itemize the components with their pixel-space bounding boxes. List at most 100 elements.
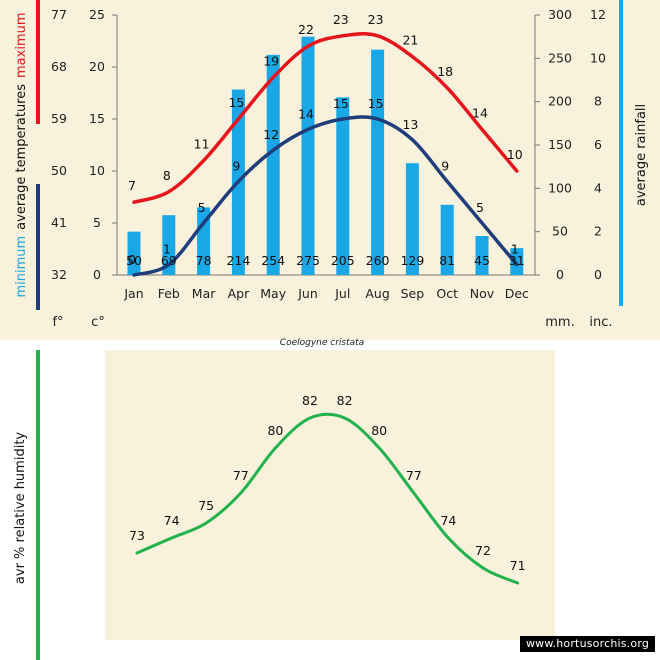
month-label: Nov (470, 286, 495, 301)
month-label: Jan (123, 286, 143, 301)
f-tick-label: 50 (51, 163, 67, 178)
month-label: Apr (228, 286, 250, 301)
max-temp-label: 23 (333, 12, 349, 27)
c-tick-label: 0 (93, 267, 101, 282)
humidity-value-label: 80 (267, 423, 283, 438)
month-label: May (260, 286, 286, 301)
c-tick-label: 25 (89, 7, 105, 22)
c-tick-label: 5 (93, 215, 101, 230)
min-temp-label: 15 (368, 96, 384, 111)
humidity-series-line (135, 412, 520, 585)
month-label: Feb (158, 286, 180, 301)
min-temp-label: 1 (511, 242, 519, 257)
temperature-rainfall-panel (0, 0, 660, 340)
humidity-value-label: 74 (440, 513, 456, 528)
min-temp-label: 5 (476, 200, 484, 215)
rainfall-value-label: 31 (509, 253, 525, 268)
rainfall-value-label: 129 (400, 253, 424, 268)
y-axis-title-right: average rainfall (634, 104, 649, 206)
unit-in-label: inc. (589, 315, 612, 330)
f-tick-label: 77 (51, 7, 67, 22)
humidity-value-label: 82 (337, 393, 353, 408)
rainfall-axis-bar (619, 0, 623, 306)
humidity-panel (105, 350, 555, 640)
max-temp-label: 11 (194, 137, 210, 152)
in-tick-label: 12 (590, 7, 606, 22)
max-temp-label: 23 (368, 12, 384, 27)
humidity-value-label: 77 (406, 468, 422, 483)
month-label: Aug (365, 286, 389, 301)
mm-tick-label: 50 (552, 224, 568, 239)
mm-tick-label: 100 (548, 180, 572, 195)
rainfall-value-label: 254 (261, 253, 285, 268)
rainfall-value-label: 260 (366, 253, 390, 268)
humidity-value-label: 80 (371, 423, 387, 438)
rainfall-value-label: 275 (296, 253, 320, 268)
y-axis-title-left: minimum average temperatures maximum (14, 12, 29, 297)
rainfall-bar (301, 36, 315, 275)
min-temp-label: 1 (163, 242, 171, 257)
inch-ticks: 0 2 4 6 8 10 12 (590, 7, 606, 282)
in-tick-label: 0 (594, 267, 602, 282)
max-temp-label: 18 (437, 64, 453, 79)
max-temp-label: 14 (472, 105, 488, 120)
min-temp-label: 9 (441, 158, 449, 173)
celsius-ticks: 0 5 10 15 20 25 (89, 7, 117, 282)
min-temp-label: 12 (263, 127, 279, 142)
millimeter-ticks: 0 50 100 150 200 250 300 (535, 7, 572, 282)
in-tick-label: 6 (594, 137, 602, 152)
f-tick-label: 68 (51, 59, 67, 74)
mm-tick-label: 250 (548, 50, 572, 65)
min-temp-label: 5 (198, 200, 206, 215)
min-temp-label: 13 (402, 117, 418, 132)
humidity-value-label: 77 (233, 468, 249, 483)
in-tick-label: 8 (594, 94, 602, 109)
mm-tick-label: 300 (548, 7, 572, 22)
min-temp-label: 14 (298, 106, 314, 121)
unit-mm-label: mm. (545, 315, 574, 330)
unit-c-label: c° (91, 315, 105, 330)
month-label: Mar (192, 286, 216, 301)
rainfall-bar (510, 248, 524, 275)
humidity-axis-bar (36, 350, 40, 660)
rainfall-bar (475, 236, 489, 275)
mm-tick-label: 200 (548, 94, 572, 109)
max-temp-label: 7 (128, 178, 136, 193)
month-label: Jun (297, 286, 318, 301)
max-temp-label: 21 (402, 33, 418, 48)
in-tick-label: 4 (594, 180, 602, 195)
in-tick-label: 2 (594, 224, 602, 239)
rainfall-value-label: 69 (161, 253, 177, 268)
rainfall-bar (127, 231, 141, 275)
mm-tick-label: 150 (548, 137, 572, 152)
rainfall-value-labels: 50 69 78 214 254 275 205 260 129 81 45 31 (126, 253, 525, 268)
humidity-value-label: 72 (475, 543, 491, 558)
f-tick-label: 41 (51, 215, 67, 230)
max-temp-label: 19 (263, 53, 279, 68)
rainfall-bar (371, 49, 385, 275)
unit-f-label: f° (52, 315, 63, 330)
rainfall-bar (405, 163, 419, 275)
min-label: minimum (14, 236, 29, 298)
min-temp-label: 15 (333, 96, 349, 111)
c-tick-label: 20 (89, 59, 105, 74)
humidity-axis-title: avr % relative humidity (13, 432, 28, 585)
max-temp-label: 10 (507, 147, 523, 162)
c-tick-label: 15 (89, 111, 105, 126)
humidity-value-label: 73 (129, 528, 145, 543)
avg-temp-label: average temperatures (14, 84, 29, 230)
c-tick-label: 10 (89, 163, 105, 178)
fahrenheit-ticks: 32 41 50 59 68 77 (51, 7, 67, 282)
max-temp-label: 8 (163, 168, 171, 183)
max-temp-series-line (132, 32, 519, 204)
rainfall-bar (266, 54, 280, 275)
humidity-value-labels: 73 74 75 77 80 82 82 80 77 74 72 71 (129, 393, 526, 573)
month-label: Dec (505, 286, 529, 301)
humidity-value-label: 82 (302, 393, 318, 408)
species-title: Coelogyne cristata (280, 338, 364, 348)
max-temp-value-labels: 7 8 11 15 19 22 23 23 21 18 14 10 (128, 12, 523, 193)
min-temp-axis-bar (36, 184, 40, 310)
min-temp-series-line (132, 115, 519, 277)
month-label: Jul (334, 286, 350, 301)
